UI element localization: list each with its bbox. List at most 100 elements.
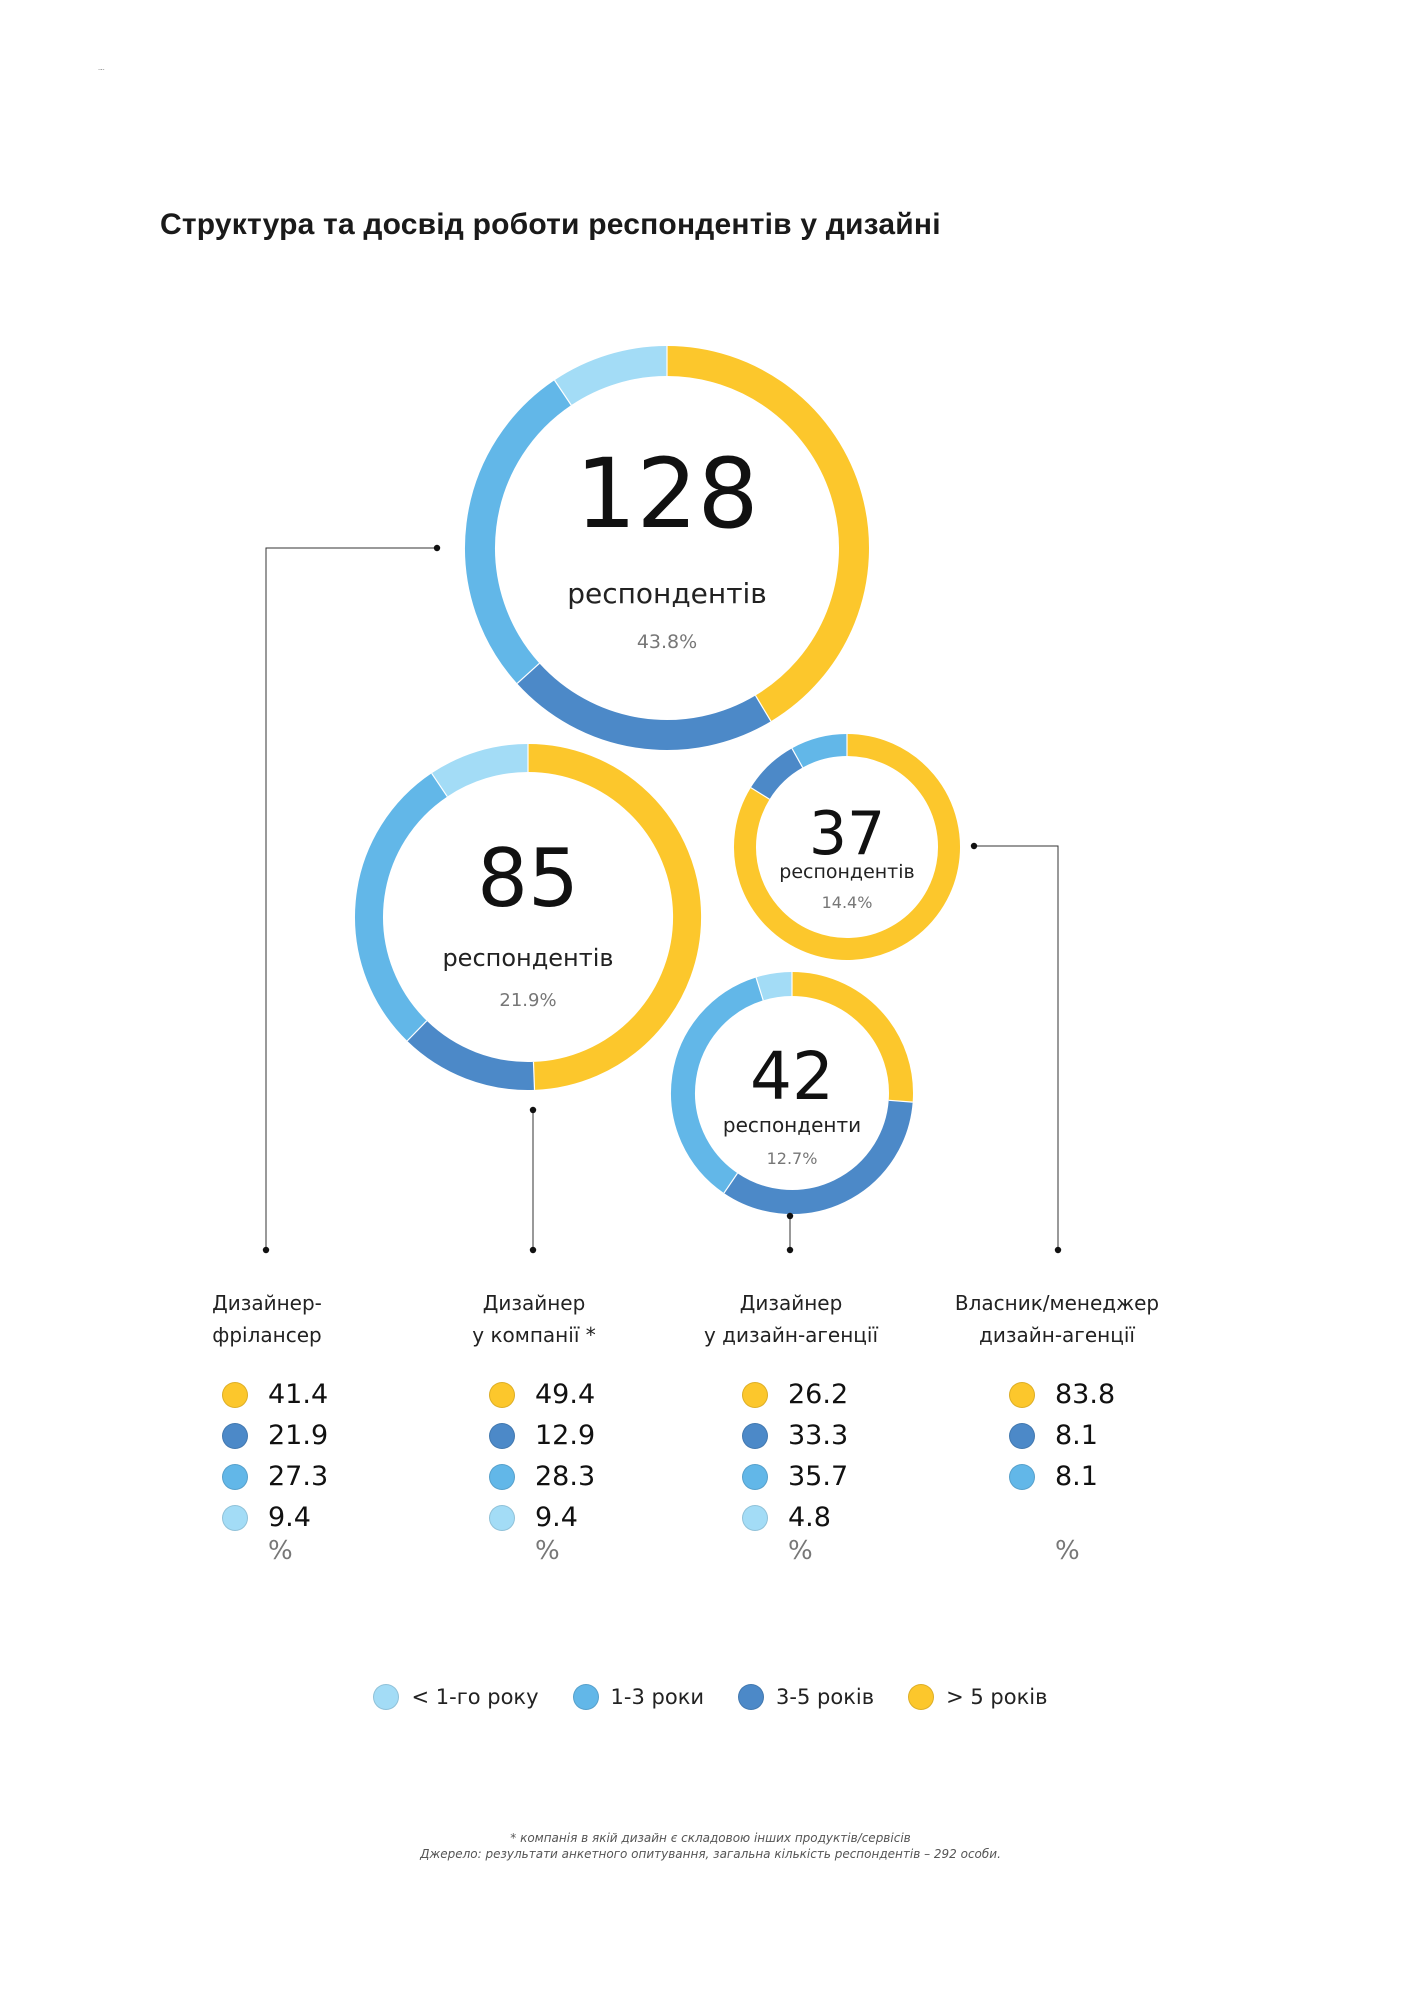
- connector-dot: [786, 1246, 794, 1254]
- value-lt1: 4.8: [788, 1502, 831, 1533]
- swatch-1-3: [742, 1463, 768, 1490]
- unit-label: %: [788, 1536, 813, 1566]
- value-gt5: 83.8: [1055, 1379, 1116, 1410]
- connector-dot: [786, 1212, 794, 1220]
- value-row: 49.4: [489, 1374, 629, 1415]
- value-3-5: 8.1: [1055, 1420, 1098, 1451]
- legend-swatch: [738, 1684, 765, 1710]
- value-row: 35.7: [742, 1456, 882, 1497]
- segment-separator: [516, 662, 540, 684]
- swatch-gt5: [742, 1381, 768, 1408]
- connector-dot: [262, 1246, 270, 1254]
- column-freelancer: Дизайнер- фрілансер: [147, 1287, 387, 1351]
- value-row: 8.1: [1009, 1456, 1149, 1497]
- value-3-5: 21.9: [268, 1420, 329, 1451]
- swatch-lt1: [222, 1504, 248, 1531]
- swatch-3-5: [222, 1422, 248, 1449]
- value-row: 33.3: [742, 1415, 882, 1456]
- column-agency-owner: Власник/менеджер дизайн-агенції: [937, 1287, 1177, 1351]
- unit-label: %: [1055, 1536, 1080, 1566]
- donut-segment-y1_3: [791, 734, 848, 768]
- swatch-1-3: [489, 1463, 515, 1490]
- respondent-count: 85: [477, 832, 579, 925]
- legend-swatch: [373, 1684, 400, 1710]
- value-row: 21.9: [222, 1415, 362, 1456]
- legend-item-lt1: < 1-го року: [373, 1684, 539, 1710]
- legend-swatch: [908, 1684, 935, 1710]
- values-agency-designer: 26.2 33.3 35.7 4.8: [742, 1374, 882, 1538]
- connector-dot: [970, 842, 978, 850]
- legend-label: < 1-го року: [411, 1685, 539, 1709]
- connector-agency-owner: [974, 845, 1059, 1250]
- swatch-lt1: [489, 1504, 515, 1531]
- value-row: 83.8: [1009, 1374, 1149, 1415]
- values-in-house: 49.4 12.9 28.3 9.4: [489, 1374, 629, 1538]
- swatch-lt1: [742, 1504, 768, 1531]
- respondent-label: респондентів: [779, 861, 914, 883]
- value-row: 8.1: [1009, 1415, 1149, 1456]
- swatch-3-5: [1009, 1422, 1035, 1449]
- page-title: Структура та досвід роботи респондентів …: [160, 208, 941, 241]
- respondent-count: 128: [575, 438, 758, 550]
- footnote: * компанія в якій дизайн є складовою інш…: [0, 1830, 1421, 1862]
- legend-label: 1-3 роки: [610, 1685, 705, 1709]
- respondent-share: 14.4%: [822, 893, 873, 912]
- value-row: 27.3: [222, 1456, 362, 1497]
- donut-segment-gt5: [527, 744, 702, 1090]
- donut-segment-y3_5: [750, 748, 803, 800]
- connector-dot: [1054, 1246, 1062, 1254]
- corner-mark: ̈ ̈: [100, 68, 103, 79]
- value-lt1: 9.4: [268, 1502, 311, 1533]
- legend-item-3-5: 3-5 років: [738, 1684, 874, 1710]
- segment-separator: [791, 748, 804, 768]
- column-title: Дизайнер у компанії *: [472, 1291, 596, 1347]
- value-gt5: 41.4: [268, 1379, 329, 1410]
- legend-label: 3-5 років: [776, 1685, 875, 1709]
- connector-dot: [529, 1106, 537, 1114]
- donut-segment-y1_3: [671, 977, 764, 1194]
- segment-separator: [431, 772, 448, 797]
- segment-separator: [554, 379, 572, 406]
- donut-segment-y1_3: [465, 380, 572, 684]
- donut-segment-lt1: [431, 744, 529, 797]
- respondent-count: 42: [750, 1038, 834, 1115]
- connector-freelancer: [265, 547, 437, 1250]
- swatch-gt5: [222, 1381, 248, 1408]
- donut-segment-gt5: [666, 346, 869, 722]
- value-1-3: 35.7: [788, 1461, 849, 1492]
- donut-segment-y3_5: [517, 663, 771, 750]
- swatch-1-3: [222, 1463, 248, 1490]
- value-gt5: 26.2: [788, 1379, 849, 1410]
- donut-segment-lt1: [756, 972, 793, 1001]
- unit-label: %: [535, 1536, 560, 1566]
- value-1-3: 8.1: [1055, 1461, 1098, 1492]
- value-row: 12.9: [489, 1415, 629, 1456]
- donut-segment-lt1: [554, 346, 668, 406]
- donut-segment-y3_5: [407, 1020, 535, 1090]
- respondent-share: 43.8%: [637, 631, 697, 653]
- respondent-count: 37: [809, 799, 885, 869]
- swatch-gt5: [1009, 1381, 1035, 1408]
- segment-separator: [755, 977, 764, 1001]
- respondent-share: 12.7%: [767, 1149, 818, 1168]
- value-row: 41.4: [222, 1374, 362, 1415]
- segment-separator: [750, 787, 770, 800]
- value-1-3: 27.3: [268, 1461, 329, 1492]
- values-agency-owner: 83.8 8.1 8.1: [1009, 1374, 1149, 1497]
- value-row: 4.8: [742, 1497, 882, 1538]
- respondent-label: респонденти: [723, 1113, 861, 1137]
- column-title: Дизайнер у дизайн-агенції: [703, 1291, 879, 1347]
- unit-label: %: [268, 1536, 293, 1566]
- donut-segment-y1_3: [355, 773, 448, 1041]
- column-title: Власник/менеджер дизайн-агенції: [954, 1291, 1160, 1347]
- column-title: Дизайнер- фрілансер: [212, 1291, 322, 1347]
- value-row: 26.2: [742, 1374, 882, 1415]
- value-1-3: 28.3: [535, 1461, 596, 1492]
- value-row: 28.3: [489, 1456, 629, 1497]
- swatch-3-5: [742, 1422, 768, 1449]
- connector-dot: [529, 1246, 537, 1254]
- value-row: 9.4: [489, 1497, 629, 1538]
- legend-label: > 5 років: [946, 1685, 1048, 1709]
- swatch-gt5: [489, 1381, 515, 1408]
- respondent-share: 21.9%: [499, 990, 556, 1011]
